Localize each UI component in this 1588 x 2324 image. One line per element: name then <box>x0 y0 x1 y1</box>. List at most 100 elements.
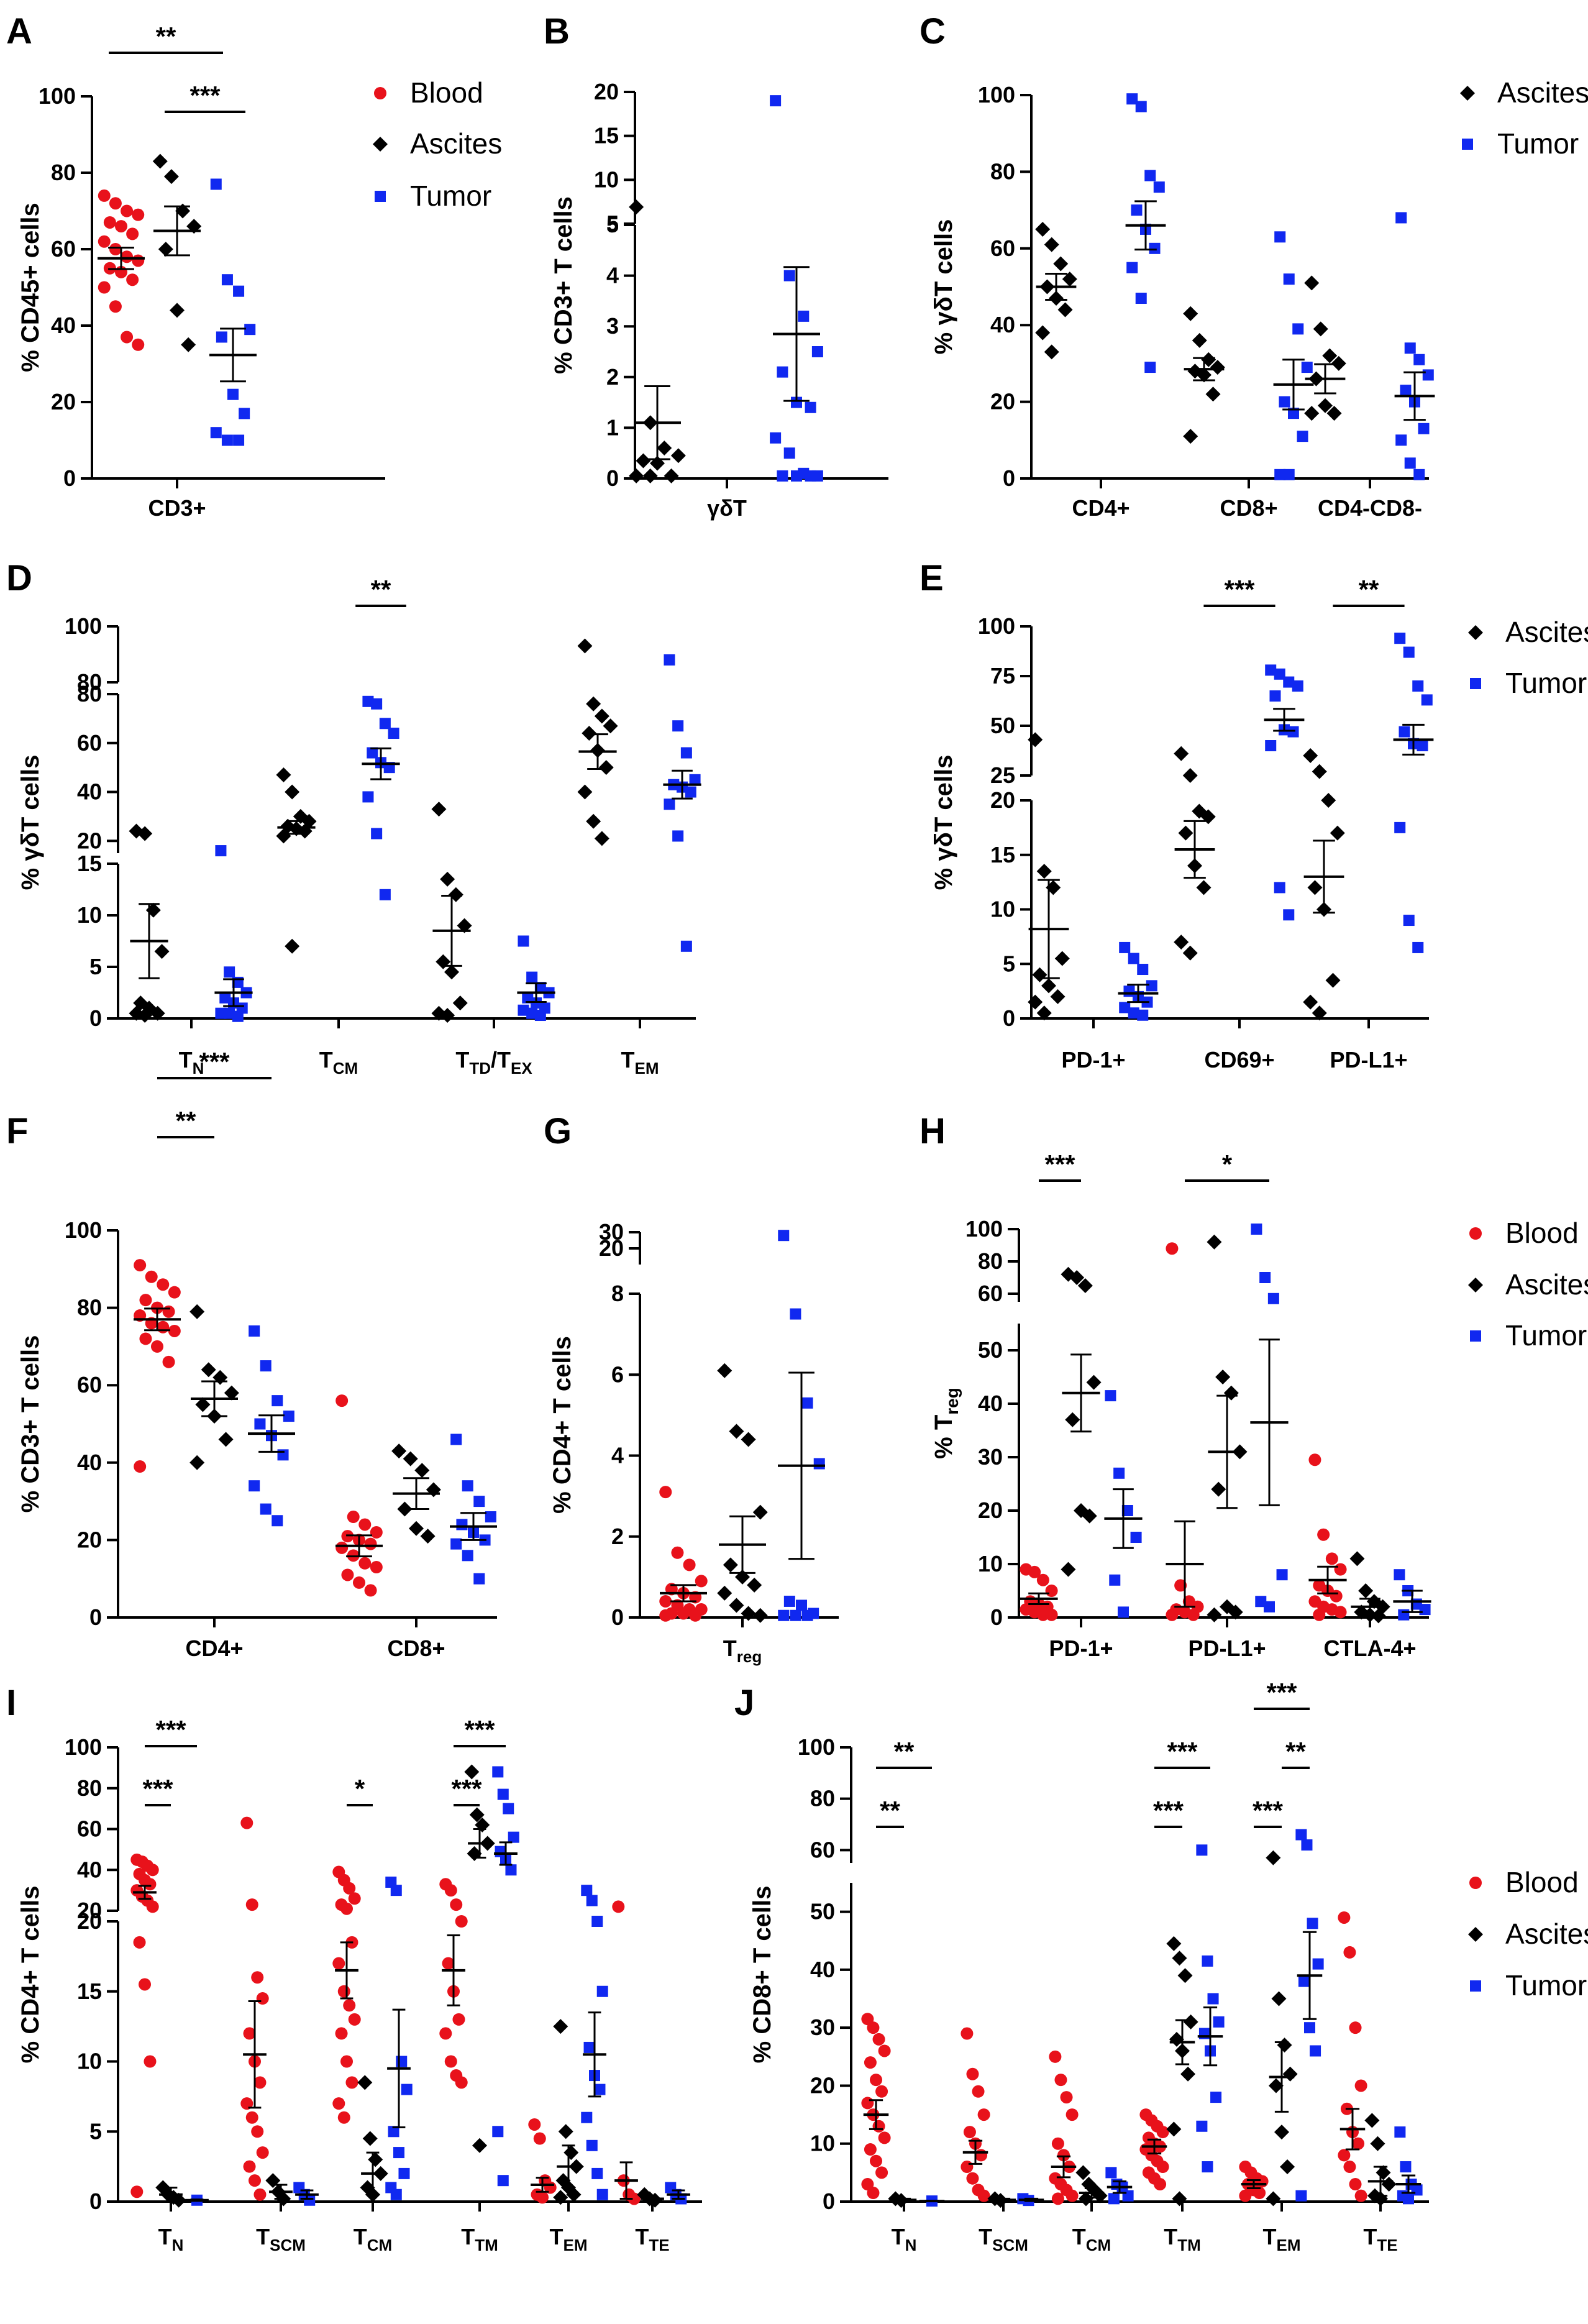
data-point <box>215 845 227 857</box>
data-point <box>1051 2192 1064 2205</box>
data-point <box>219 992 231 1004</box>
data-point <box>1326 406 1342 421</box>
data-point <box>440 871 455 887</box>
data-point <box>1370 2136 1385 2151</box>
data-point <box>612 1900 625 1913</box>
data-point <box>783 270 795 281</box>
y-tick-label: 25 <box>990 762 1015 788</box>
data-point <box>975 2149 988 2162</box>
data-point <box>1210 360 1225 375</box>
data-point <box>253 2076 267 2089</box>
y-tick-label: 20 <box>990 389 1015 414</box>
data-point <box>963 2126 976 2139</box>
category-label: CD4+ <box>1072 495 1129 521</box>
data-point <box>581 1885 593 1896</box>
data-point <box>254 1418 266 1430</box>
data-point <box>878 2044 891 2057</box>
data-point <box>224 1385 239 1401</box>
data-point <box>629 199 644 215</box>
data-point <box>518 935 529 947</box>
data-point <box>503 1803 514 1814</box>
data-point <box>276 767 291 782</box>
group-blood <box>130 1853 159 2198</box>
group-ascites <box>888 2191 917 2208</box>
data-point <box>677 1607 690 1620</box>
data-point <box>126 227 139 240</box>
group-blood <box>1166 1242 1204 1621</box>
y-tick-label: 100 <box>65 613 102 639</box>
data-point <box>582 726 597 741</box>
data-point <box>586 696 601 711</box>
data-point <box>1330 1590 1343 1603</box>
data-point <box>448 887 463 902</box>
data-point <box>596 1985 608 1997</box>
data-point <box>285 938 300 954</box>
data-point <box>1395 212 1407 224</box>
significance-label: *** <box>1153 1796 1184 1825</box>
data-point <box>1028 732 1043 748</box>
data-point <box>1077 1278 1093 1293</box>
panel-H: H 0 10 20 30 40 50 60 80 100 % Treg PD-1+ PD-L1+ CTLA… <box>919 1111 1588 1661</box>
data-point <box>170 303 185 318</box>
data-point <box>409 1521 424 1536</box>
data-point <box>664 654 675 666</box>
category-label: TCM <box>1072 2224 1111 2254</box>
data-point <box>1137 964 1149 976</box>
data-point <box>1394 1569 1405 1581</box>
category-label: Treg <box>723 1635 762 1666</box>
data-point <box>1280 2159 1295 2175</box>
data-point <box>335 1541 349 1554</box>
data-point <box>362 791 374 803</box>
group-tumor <box>214 845 253 1022</box>
y-tick-label: 30 <box>810 2015 835 2040</box>
y-tick-label: 0 <box>606 465 619 491</box>
data-point <box>139 1294 152 1307</box>
data-point <box>1061 1562 1076 1577</box>
y-tick-label: 80 <box>77 1295 102 1320</box>
panel-letter: G <box>544 1111 572 1151</box>
data-point <box>518 1004 529 1016</box>
data-point <box>216 331 227 343</box>
data-point <box>1301 362 1313 373</box>
data-point <box>586 813 601 829</box>
data-point <box>689 774 701 785</box>
data-point <box>805 470 816 482</box>
data-point <box>391 1443 407 1459</box>
data-point <box>444 1884 457 1897</box>
data-point <box>370 1561 383 1574</box>
group-ascites <box>1061 1266 1102 1577</box>
y-tick-label: 100 <box>39 83 76 109</box>
data-point <box>1371 1608 1386 1624</box>
data-point <box>813 1458 825 1470</box>
data-point <box>534 1010 546 1022</box>
group-blood <box>659 1486 708 1622</box>
data-point <box>1174 746 1189 761</box>
data-point <box>457 918 472 933</box>
category-label: CD8+ <box>387 1635 445 1661</box>
data-point <box>1395 434 1407 446</box>
data-point <box>1267 1292 1279 1304</box>
data-point <box>1269 690 1281 702</box>
data-point <box>134 1460 147 1473</box>
category-label: CD8+ <box>1220 495 1277 521</box>
data-point <box>133 1936 146 1949</box>
data-point <box>1146 980 1157 992</box>
group-ascites <box>1304 275 1346 421</box>
data-point <box>1207 1993 1219 2005</box>
group-tumor <box>1273 231 1314 480</box>
data-point <box>1213 2016 1225 2028</box>
legend-marker <box>374 87 386 99</box>
data-point <box>1153 181 1165 193</box>
data-point <box>343 1999 356 2012</box>
data-point <box>1210 2092 1222 2103</box>
data-point <box>388 2126 399 2138</box>
data-point <box>1109 1574 1121 1586</box>
data-point <box>464 1764 480 1780</box>
data-point <box>450 1898 463 1911</box>
group-ascites <box>276 767 317 954</box>
data-point <box>1419 1604 1431 1616</box>
data-point <box>189 1455 205 1470</box>
data-point <box>390 1885 402 1896</box>
